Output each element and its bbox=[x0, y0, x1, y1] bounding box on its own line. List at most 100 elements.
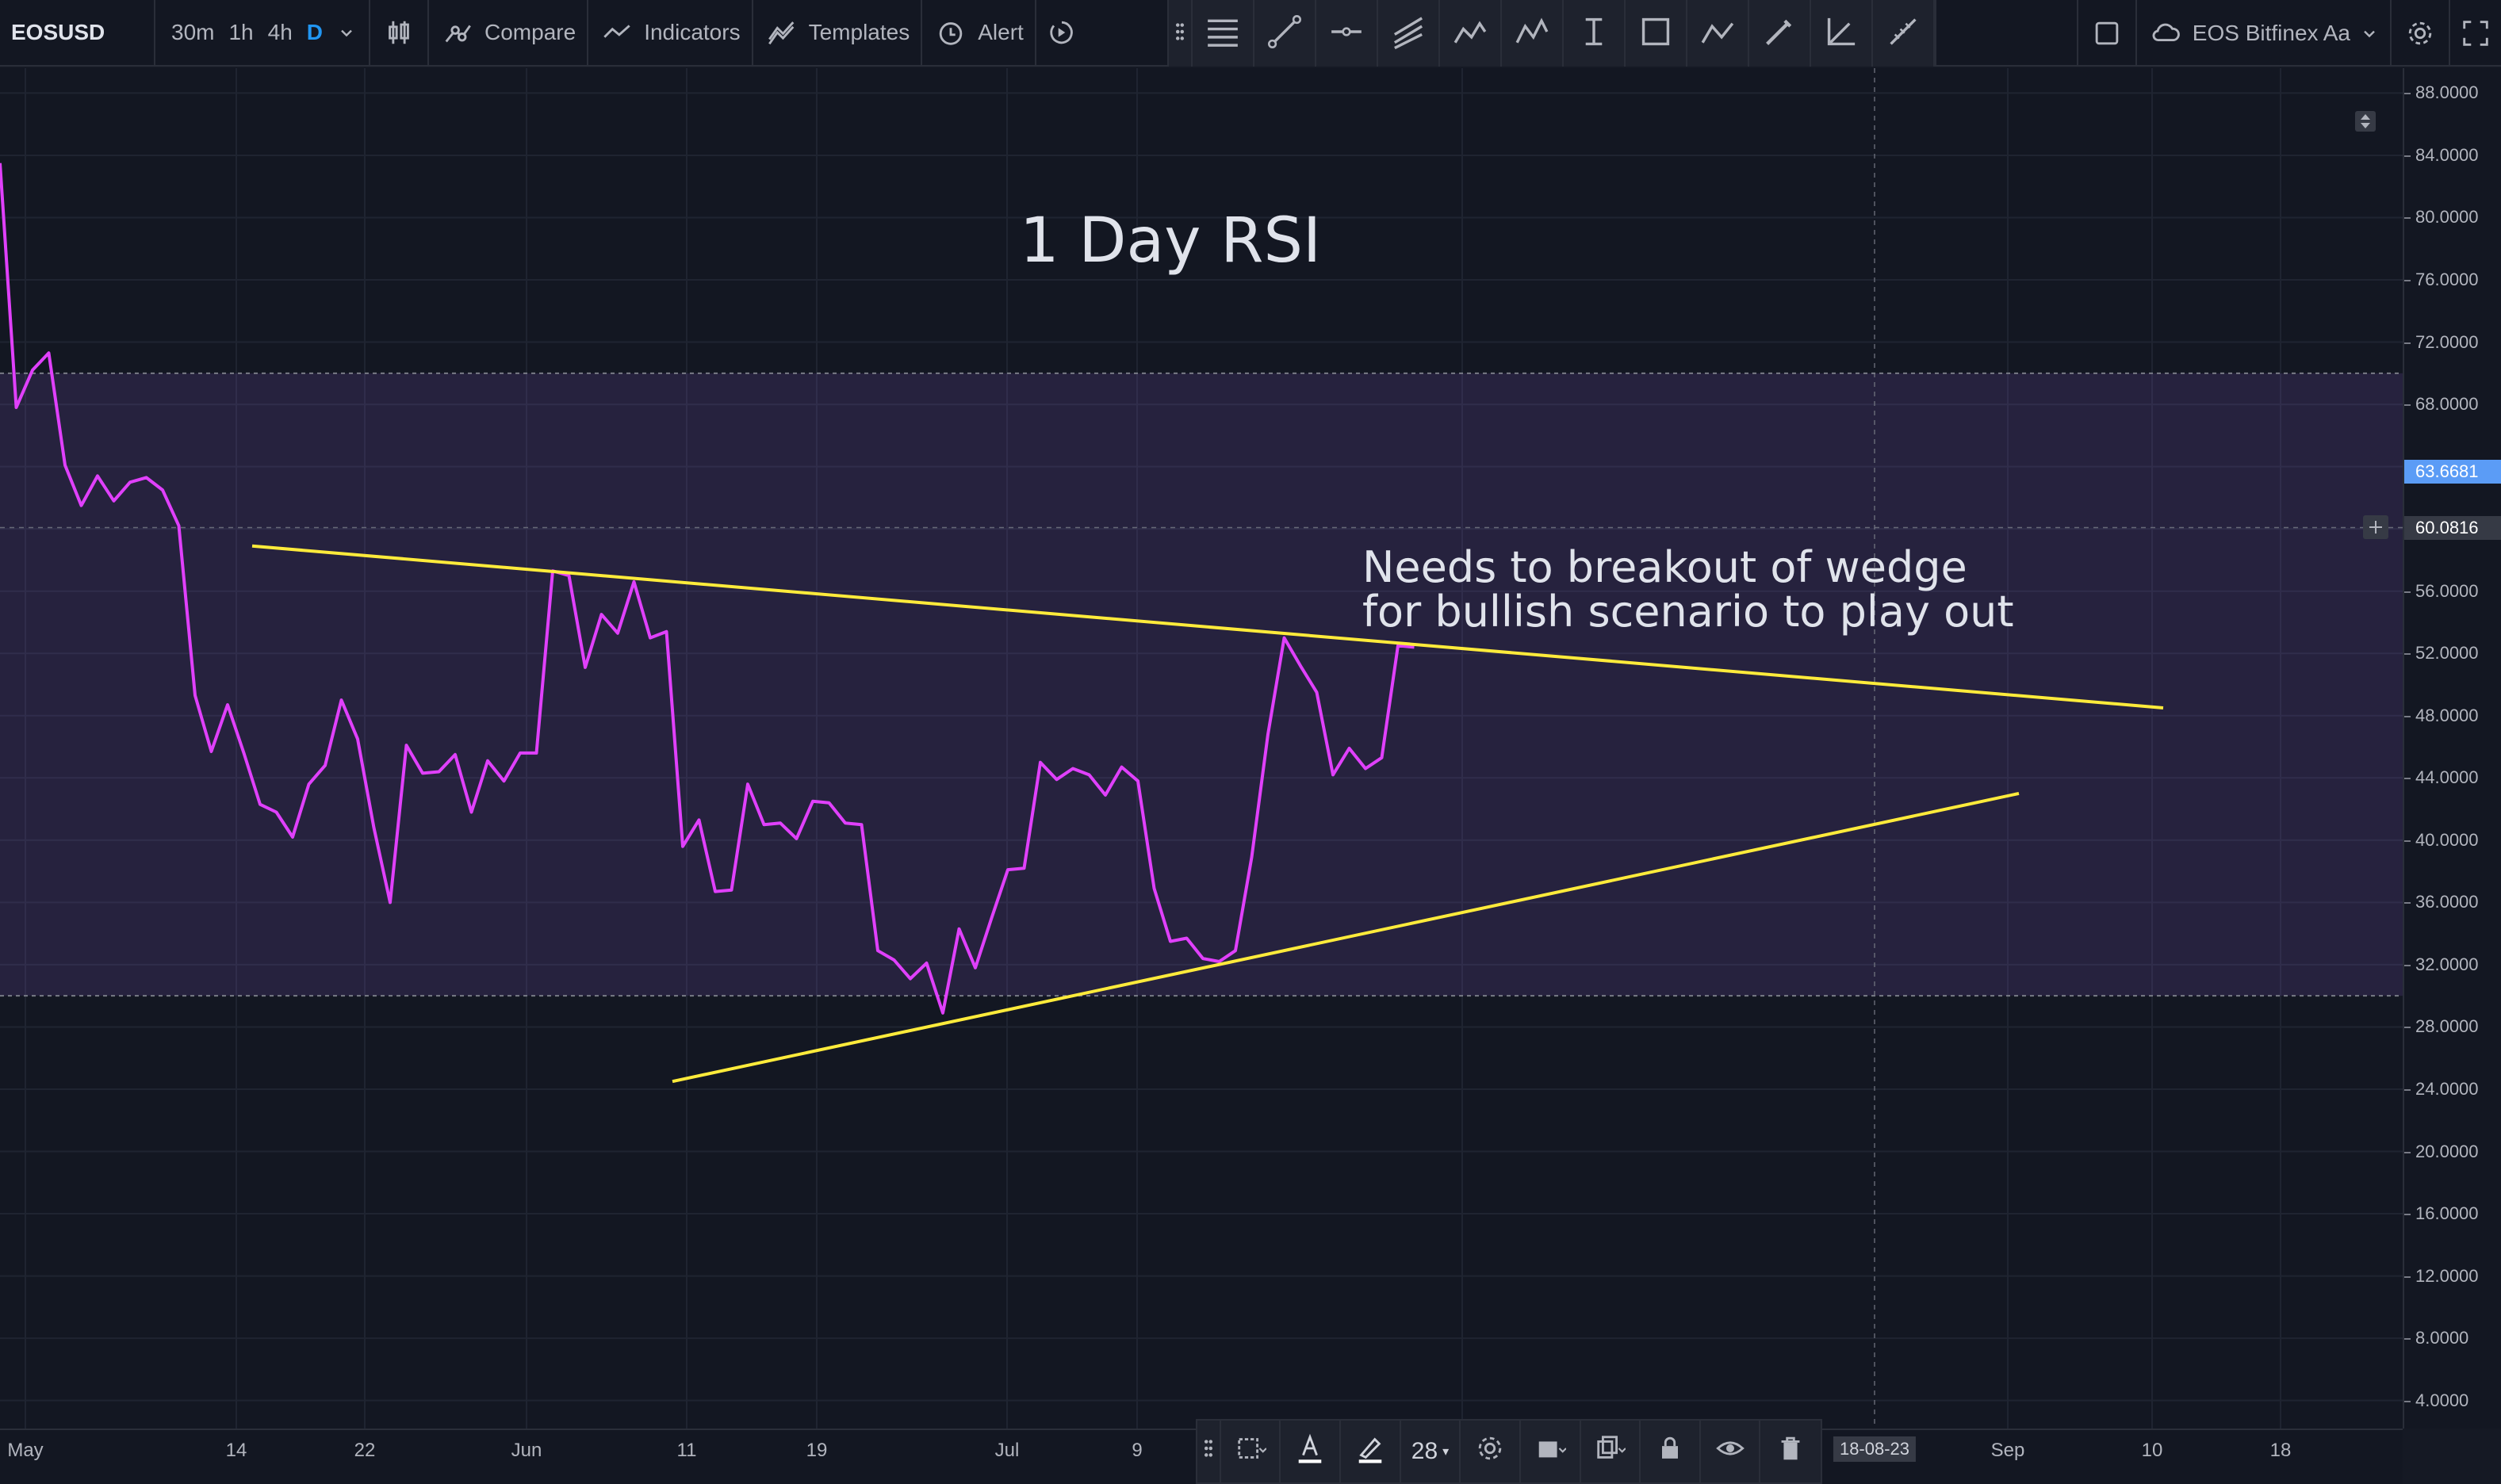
price-tick-label: 88.0000 bbox=[2404, 82, 2479, 103]
pencil-icon bbox=[1354, 1432, 1386, 1471]
chevron-down-icon bbox=[2360, 16, 2379, 51]
resolution-group: 30m 1h 4h D bbox=[155, 0, 371, 66]
cloud-icon bbox=[2148, 16, 2183, 51]
lock-icon bbox=[1654, 1432, 1686, 1471]
line-color-button[interactable] bbox=[1341, 1421, 1401, 1482]
price-tick-label: 4.0000 bbox=[2403, 1390, 2469, 1410]
price-tick-label: 80.0000 bbox=[2404, 207, 2479, 228]
alarm-clock-icon bbox=[933, 15, 968, 50]
rsi-chart[interactable]: 1 Day RSI Needs to breakout of wedge for… bbox=[0, 68, 2403, 1429]
drawing-settings-button[interactable] bbox=[1461, 1421, 1521, 1482]
chart-background bbox=[0, 68, 2403, 1429]
hide-button[interactable] bbox=[1701, 1421, 1761, 1482]
upper-wedge-line[interactable] bbox=[251, 544, 2164, 709]
lock-button[interactable] bbox=[1641, 1421, 1701, 1482]
price-axis[interactable]: 4.0000 8.0000 12.0000 16.0000 20.0000 24.0000… bbox=[2403, 68, 2501, 1429]
resolution-30m[interactable]: 30m bbox=[171, 20, 215, 44]
drag-handle[interactable] bbox=[1169, 0, 1193, 67]
text-tool[interactable] bbox=[1564, 0, 1626, 67]
resolution-d[interactable]: D bbox=[306, 20, 324, 44]
crosshair-date-tag: 18-08-23 bbox=[1833, 1436, 1917, 1462]
templates-label: Templates bbox=[808, 20, 910, 44]
settings-button[interactable] bbox=[2392, 0, 2450, 67]
indicators-button[interactable]: Indicators bbox=[588, 0, 753, 66]
price-tick-label: 8.0000 bbox=[2403, 1328, 2469, 1348]
font-size-select[interactable]: 28 ▾ bbox=[1401, 1421, 1461, 1482]
alert-button[interactable]: Alert bbox=[922, 0, 1036, 66]
abcd-icon bbox=[1699, 13, 1737, 55]
compare-button[interactable]: Compare bbox=[429, 0, 589, 66]
brush-tool[interactable] bbox=[1749, 0, 1811, 67]
pitchfork-tool[interactable] bbox=[1378, 0, 1440, 67]
price-tick-label: 20.0000 bbox=[2404, 1141, 2479, 1161]
time-tick-label: 11 bbox=[676, 1440, 697, 1461]
note-annotation-line1[interactable]: Needs to breakout of wedge bbox=[1362, 542, 1967, 592]
compare-label: Compare bbox=[484, 20, 576, 44]
layers-icon bbox=[1534, 1432, 1567, 1471]
chart-pane[interactable]: 1 Day RSI Needs to breakout of wedge for… bbox=[0, 68, 2403, 1429]
horizontal-line-tool[interactable] bbox=[1316, 0, 1378, 67]
clone-button[interactable] bbox=[1581, 1421, 1641, 1482]
scale-arrows-icon bbox=[2361, 114, 2370, 128]
crosshair-value-tag: 60.0816 bbox=[2404, 515, 2501, 540]
scale-toggle-button[interactable] bbox=[2355, 111, 2376, 132]
note-annotation-line2[interactable]: for bullish scenario to play out bbox=[1362, 587, 2014, 637]
time-tick-label: May bbox=[7, 1440, 44, 1461]
rectangle-icon bbox=[1637, 13, 1675, 55]
rectangle-tool[interactable] bbox=[1626, 0, 1687, 67]
replay-button[interactable] bbox=[1036, 0, 1087, 66]
templates-button[interactable]: Templates bbox=[753, 0, 923, 66]
chart-title-annotation[interactable]: 1 Day RSI bbox=[1020, 205, 1321, 277]
resolution-4h[interactable]: 4h bbox=[267, 20, 293, 44]
pitchfork-icon bbox=[1389, 13, 1427, 55]
price-tick-label: 68.0000 bbox=[2404, 394, 2479, 415]
wave-icon bbox=[1513, 13, 1551, 55]
price-tick-label: 48.0000 bbox=[2404, 705, 2479, 725]
fullscreen-chart-toggle[interactable] bbox=[2076, 0, 2137, 67]
drag-handle[interactable] bbox=[1197, 1421, 1221, 1482]
gann-tool[interactable] bbox=[1811, 0, 1873, 67]
elliott-wave-tool[interactable] bbox=[1502, 0, 1564, 67]
toolbar-right: EOS Bitfinex Aa bbox=[2076, 0, 2501, 67]
price-tick-label: 40.0000 bbox=[2404, 829, 2479, 850]
price-tick-label: 72.0000 bbox=[2404, 331, 2479, 352]
gear-icon bbox=[2403, 16, 2438, 51]
drawing-properties-toolbar: 28 ▾ bbox=[1196, 1419, 1822, 1484]
expand-icon bbox=[2458, 16, 2493, 51]
horizontal-line-icon bbox=[1327, 13, 1365, 55]
rsi-band bbox=[0, 373, 2403, 996]
time-tick-label: 14 bbox=[225, 1440, 247, 1461]
lines-icon bbox=[1204, 13, 1242, 55]
trash-icon bbox=[1775, 1432, 1806, 1471]
rsi-series-line[interactable] bbox=[0, 163, 1415, 1015]
xabcd-pattern-tool[interactable] bbox=[1440, 0, 1502, 67]
select-template-button[interactable] bbox=[1221, 1421, 1281, 1482]
compare-icon bbox=[440, 15, 475, 50]
trendline-tool[interactable] bbox=[1254, 0, 1316, 67]
price-tick-label: 44.0000 bbox=[2404, 767, 2479, 788]
text-color-icon bbox=[1294, 1432, 1326, 1471]
copy-icon bbox=[1594, 1432, 1627, 1471]
replay-icon bbox=[1044, 15, 1079, 50]
price-tick-label: 52.0000 bbox=[2404, 643, 2479, 664]
resolution-1h[interactable]: 1h bbox=[228, 20, 254, 44]
crosshair-plus-button[interactable] bbox=[2363, 515, 2388, 539]
plus-icon bbox=[2369, 521, 2382, 534]
visual-order-button[interactable] bbox=[1521, 1421, 1581, 1482]
chart-type-button[interactable] bbox=[370, 0, 430, 66]
abcd-pattern-tool[interactable] bbox=[1687, 0, 1749, 67]
horizontal-lines-tool[interactable] bbox=[1193, 0, 1254, 67]
time-tick-label: 22 bbox=[354, 1440, 376, 1461]
time-tick-label: 9 bbox=[1132, 1440, 1143, 1461]
datafeed-button[interactable]: EOS Bitfinex Aa bbox=[2137, 0, 2392, 67]
chevron-down-icon[interactable] bbox=[337, 15, 356, 50]
price-tick-label: 56.0000 bbox=[2404, 580, 2479, 601]
fullscreen-button[interactable] bbox=[2450, 0, 2501, 67]
square-icon bbox=[2089, 16, 2124, 51]
text-color-button[interactable] bbox=[1281, 1421, 1342, 1482]
symbol-search[interactable]: EOSUSD bbox=[0, 0, 155, 66]
datafeed-label: EOS Bitfinex Aa bbox=[2192, 21, 2350, 45]
delete-button[interactable] bbox=[1760, 1421, 1821, 1482]
lower-wedge-line[interactable] bbox=[672, 791, 2020, 1084]
measure-tool[interactable] bbox=[1873, 0, 1935, 67]
